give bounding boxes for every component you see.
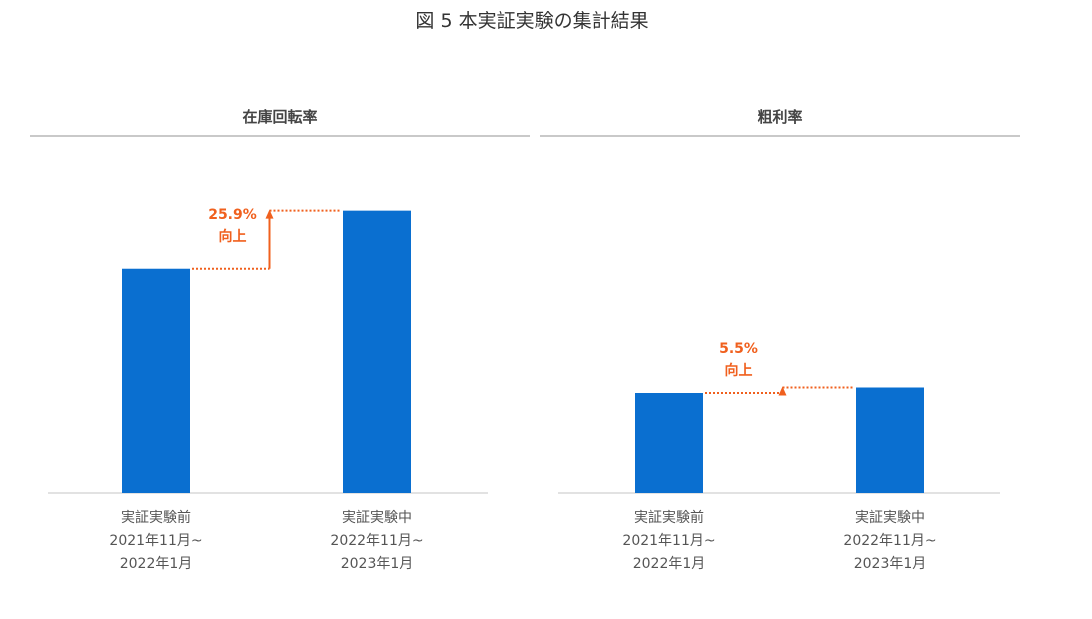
category-label-line: 2022年1月 (119, 556, 193, 572)
bar-chart-svg (48, 209, 488, 494)
arrow-head-icon (778, 386, 787, 396)
category-label-before: 実証実験前 2021年11月~ 2022年1月 (66, 507, 246, 576)
category-label-line: 実証実験中 (342, 510, 412, 526)
bar-during (343, 210, 411, 493)
chart-panel-gross-margin: 粗利率 5.5% 向上 実証実験前 2021年11月~ 2022年1月 実証実験… (540, 100, 1020, 600)
improvement-value: 25.9% (208, 206, 257, 223)
improvement-label: 向上 (724, 362, 753, 379)
improvement-value: 5.5% (719, 340, 758, 357)
category-label-line: 実証実験前 (121, 510, 191, 526)
bar-chart-svg (558, 386, 1000, 494)
category-label-line: 2022年11月~ (843, 533, 937, 549)
bar-during (856, 387, 924, 493)
chart-title: 粗利率 (757, 108, 803, 126)
bar-before (635, 393, 703, 493)
bar-before (122, 268, 190, 493)
chart-title: 在庫回転率 (242, 108, 318, 126)
figure-title: 図 5 本実証実験の集計結果 (415, 10, 649, 32)
improvement-annotation: 5.5% 向上 (694, 338, 784, 382)
category-label-line: 2023年1月 (340, 556, 414, 572)
category-label-line: 2021年11月~ (622, 533, 716, 549)
category-label-line: 2023年1月 (853, 556, 927, 572)
category-label-line: 2021年11月~ (109, 533, 203, 549)
improvement-annotation: 25.9% 向上 (188, 204, 278, 248)
category-label-line: 2022年1月 (632, 556, 706, 572)
category-label-before: 実証実験前 2021年11月~ 2022年1月 (579, 507, 759, 576)
category-label-during: 実証実験中 2022年11月~ 2023年1月 (800, 507, 980, 576)
title-divider (540, 135, 1020, 137)
category-label-line: 実証実験中 (855, 510, 925, 526)
improvement-label: 向上 (218, 228, 247, 245)
category-label-line: 実証実験前 (634, 510, 704, 526)
category-label-line: 2022年11月~ (330, 533, 424, 549)
category-label-during: 実証実験中 2022年11月~ 2023年1月 (287, 507, 467, 576)
chart-panel-inventory-turnover: 在庫回転率 25.9% 向上 実証実験前 2021年11月~ 2022年1月 実… (30, 100, 530, 600)
arrow-head-icon (265, 209, 274, 219)
title-divider (30, 135, 530, 137)
